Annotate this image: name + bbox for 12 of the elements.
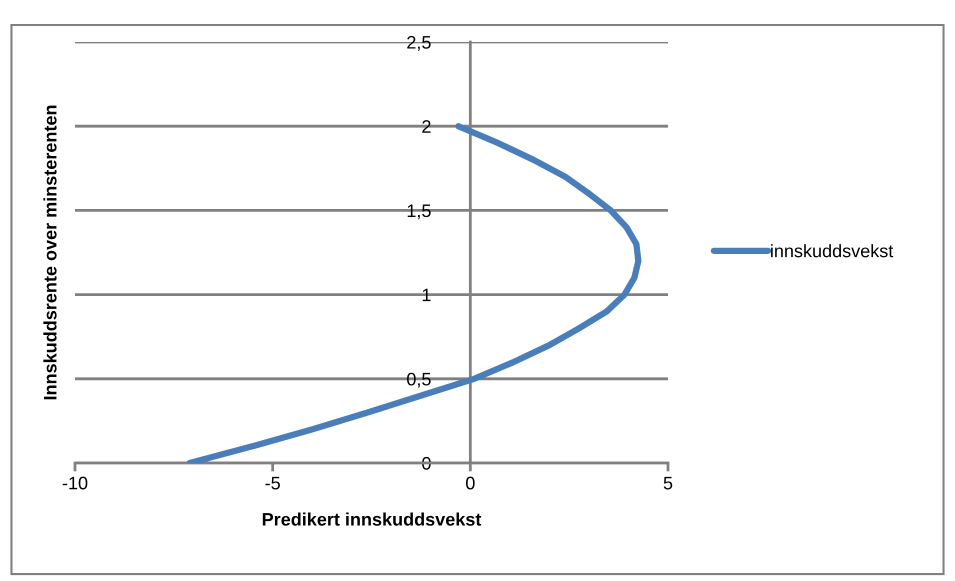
y-tick-label: 0,5 [407,372,431,388]
x-tick-label: -10 [62,476,88,490]
x-tick-label: -5 [265,476,280,490]
y-tick-label: 1 [422,288,431,302]
x-tick-label: 0 [466,476,475,490]
y-tick-label: 2,5 [407,36,431,51]
legend-label: innskuddsvekst [771,244,894,258]
y-axis-title: Innskuddsrente over minsterenten [43,106,57,400]
x-axis-title: Predikert innskuddsvekst [262,512,482,526]
y-tick-label: 1,5 [408,204,431,220]
y-tick-label: 2 [422,120,431,133]
x-tick-label: 5 [664,476,672,490]
